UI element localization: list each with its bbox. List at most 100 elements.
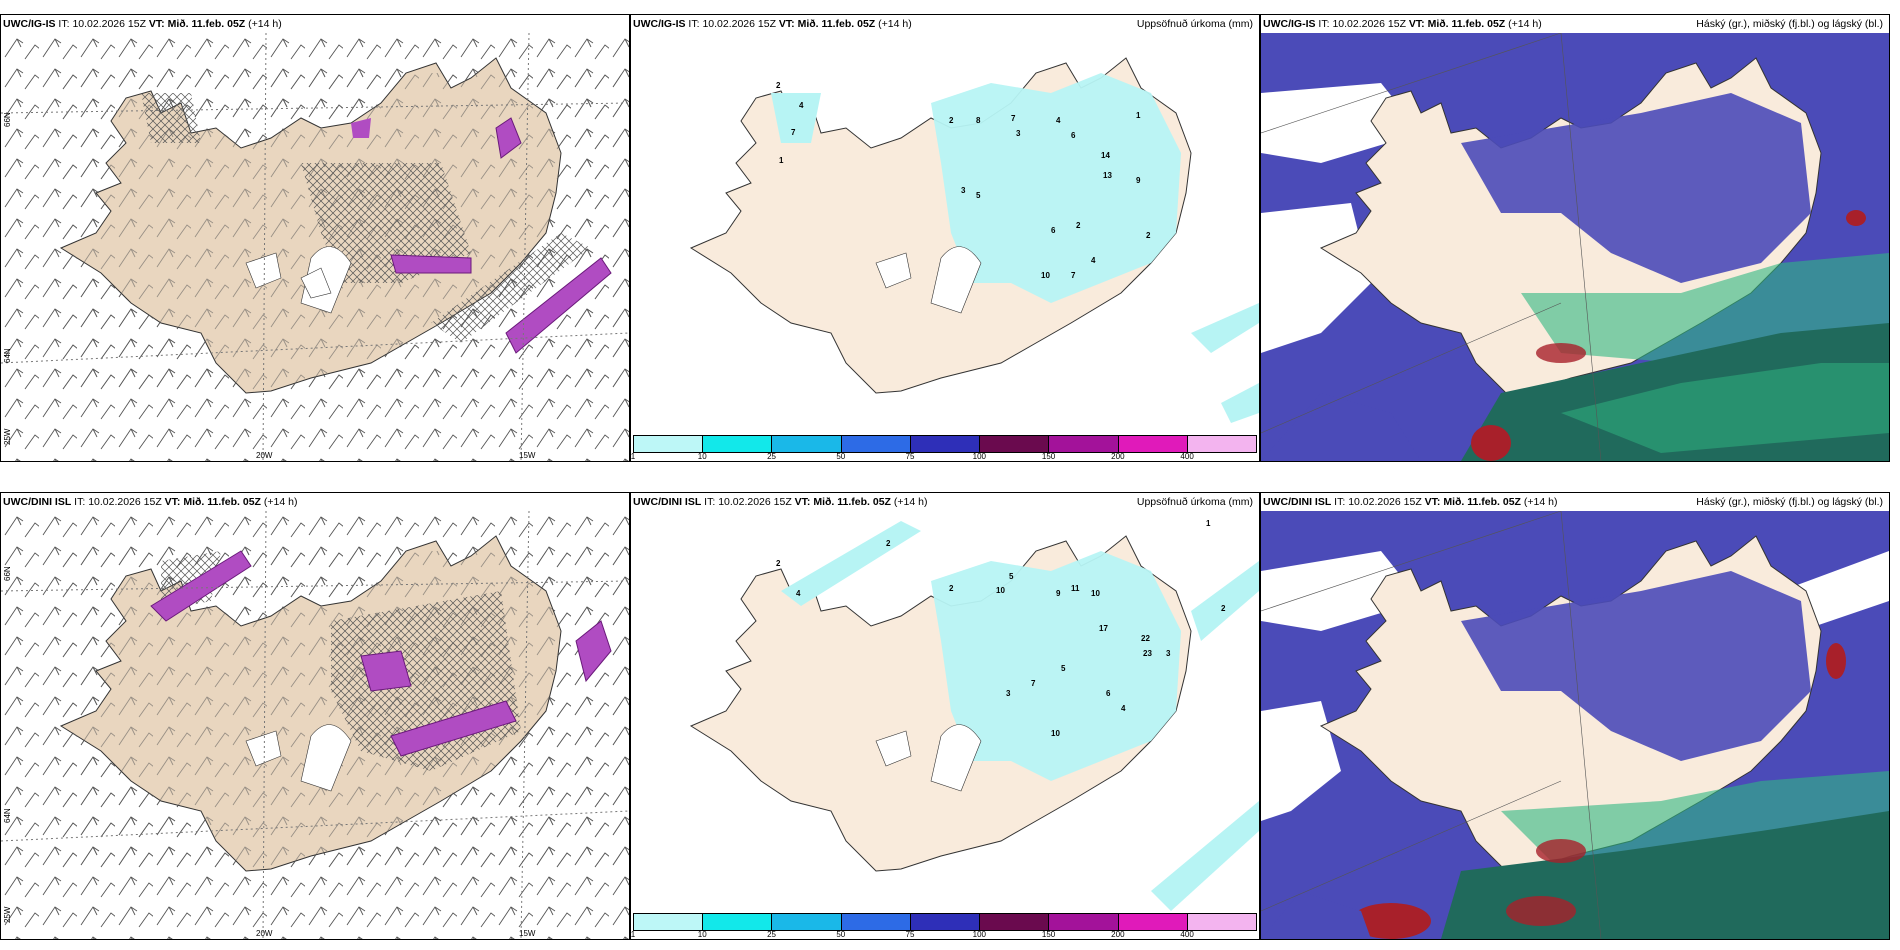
colorbar-ticks: 1 10 25 50 75 100 150 200 400 <box>630 930 1257 939</box>
precip-label: 3 <box>1016 129 1021 138</box>
precip-label: 3 <box>961 186 966 195</box>
panel-precip-top: UWC/IG-IS IT: 10.02.2026 15Z VT: Mið. 11… <box>630 14 1260 462</box>
precip-title: Uppsöfnuð úrkoma (mm) <box>1136 18 1253 30</box>
colorbar-bin <box>980 436 1050 452</box>
colorbar-tick: 50 <box>836 930 846 939</box>
colorbar-bin <box>772 914 842 930</box>
colorbar-bin <box>1049 436 1119 452</box>
colorbar-bin <box>703 436 773 452</box>
lon-label-15w: 15W <box>519 929 536 938</box>
precip-label: 2 <box>776 81 781 90</box>
precip-label: 14 <box>1101 151 1110 160</box>
precip-label: 17 <box>1099 624 1108 633</box>
colorbar-bin <box>980 914 1050 930</box>
snow-band <box>505 257 612 354</box>
precip-label: 2 <box>776 559 781 568</box>
precip-label: 11 <box>1071 584 1080 593</box>
cloud-title: Háský (gr.), miðský (fj.bl.) og lágský (… <box>1696 496 1883 508</box>
precip-label: 22 <box>1141 634 1150 643</box>
colorbar-tick: 150 <box>1041 452 1056 461</box>
colorbar-tick: 75 <box>905 452 915 461</box>
colorbar-tick: 200 <box>1111 930 1125 939</box>
colorbar-bin <box>910 914 981 930</box>
colorbar-tick: 75 <box>905 930 915 939</box>
cloud-title: Háský (gr.), miðský (fj.bl.) og lágský (… <box>1696 18 1883 30</box>
panel-precip-bottom: UWC/DINI ISL IT: 10.02.2026 15Z VT: Mið.… <box>630 492 1260 940</box>
precip-area <box>931 551 1181 781</box>
precip-label: 7 <box>1071 271 1076 280</box>
precip-label: 2 <box>1221 604 1226 613</box>
colorbar-ticks: 1 10 25 50 75 100 150 200 400 <box>630 452 1257 461</box>
precip-label: 2 <box>1076 221 1081 230</box>
colorbar-bin <box>910 436 981 452</box>
cloud-map <box>1261 511 1889 939</box>
precip-label: 4 <box>1056 116 1061 125</box>
colorbar-bin <box>634 436 704 452</box>
colorbar-tick: 400 <box>1180 452 1194 461</box>
colorbar-tick: 200 <box>1111 452 1125 461</box>
lon-label-25w: 25W <box>3 906 12 923</box>
precip-label: 10 <box>1041 271 1050 280</box>
colorbar-tick: 150 <box>1041 930 1056 939</box>
lon-label-25w: 25W <box>3 428 12 445</box>
panel-header: UWC/IG-IS IT: 10.02.2026 15Z VT: Mið. 11… <box>633 18 912 30</box>
panel-cloud-bottom: UWC/DINI ISL IT: 10.02.2026 15Z VT: Mið.… <box>1260 492 1890 940</box>
colorbar-tick: 1 <box>630 452 636 461</box>
precip-label: 3 <box>1166 649 1171 658</box>
colorbar-bin <box>772 436 842 452</box>
cloud-map <box>1261 33 1889 461</box>
precip-label: 2 <box>1146 231 1151 240</box>
precip-label: 4 <box>1091 256 1096 265</box>
precip-label: 1 <box>779 156 784 165</box>
precip-label: 6 <box>1071 131 1076 140</box>
precip-area <box>931 73 1181 303</box>
precip-label: 5 <box>1009 572 1014 581</box>
precip-label: 3 <box>1006 689 1011 698</box>
precip-label: 2 <box>886 539 891 548</box>
precip-label: 6 <box>1106 689 1111 698</box>
colorbar <box>633 913 1257 931</box>
precip-label: 5 <box>976 191 981 200</box>
colorbar-bin <box>1049 914 1119 930</box>
lat-label-64: 64N <box>3 348 12 363</box>
precip-label: 10 <box>1051 729 1060 738</box>
precip-label: 2 <box>949 584 954 593</box>
lon-label-15w: 15W <box>519 451 536 460</box>
panel-header: UWC/DINI ISL IT: 10.02.2026 15Z VT: Mið.… <box>633 496 928 508</box>
colorbar-tick: 400 <box>1180 930 1194 939</box>
precip-label: 7 <box>1031 679 1036 688</box>
colorbar-tick: 100 <box>972 930 986 939</box>
colorbar-tick: 100 <box>972 452 986 461</box>
panel-header: UWC/IG-IS IT: 10.02.2026 15Z VT: Mið. 11… <box>1263 18 1542 30</box>
precip-label: 5 <box>1061 664 1066 673</box>
colorbar-bin <box>1187 436 1256 452</box>
precip-label: 9 <box>1136 176 1141 185</box>
colorbar-tick: 25 <box>767 930 776 939</box>
lat-label-66: 66N <box>3 112 12 127</box>
precip-label: 7 <box>1011 114 1016 123</box>
lon-label-20w: 20W <box>256 929 273 938</box>
panel-wind-bottom: UWC/DINI ISL IT: 10.02.2026 15Z VT: Mið.… <box>0 492 630 940</box>
precip-label: 4 <box>799 101 804 110</box>
lat-label-66: 66N <box>3 566 12 581</box>
panel-cloud-top: UWC/IG-IS IT: 10.02.2026 15Z VT: Mið. 11… <box>1260 14 1890 462</box>
precip-label: 7 <box>791 128 796 137</box>
lon-label-20w: 20W <box>256 451 273 460</box>
colorbar-tick: 1 <box>630 930 636 939</box>
panel-header: UWC/DINI ISL IT: 10.02.2026 15Z VT: Mið.… <box>3 496 298 508</box>
colorbar-tick: 50 <box>836 452 846 461</box>
precip-label: 8 <box>976 116 981 125</box>
lat-label-64: 64N <box>3 808 12 823</box>
panel-header: UWC/DINI ISL IT: 10.02.2026 15Z VT: Mið.… <box>1263 496 1558 508</box>
colorbar-tick: 25 <box>767 452 776 461</box>
precip-label: 6 <box>1051 226 1056 235</box>
precip-label: 13 <box>1103 171 1112 180</box>
colorbar-bin <box>1187 914 1256 930</box>
panel-wind-top: UWC/IG-IS IT: 10.02.2026 15Z VT: Mið. 11… <box>0 14 630 462</box>
colorbar-bin <box>841 914 911 930</box>
precip-label: 10 <box>996 586 1005 595</box>
colorbar-bin <box>634 914 704 930</box>
colorbar <box>633 435 1257 453</box>
precip-label: 9 <box>1056 589 1061 598</box>
precip-label: 23 <box>1143 649 1152 658</box>
